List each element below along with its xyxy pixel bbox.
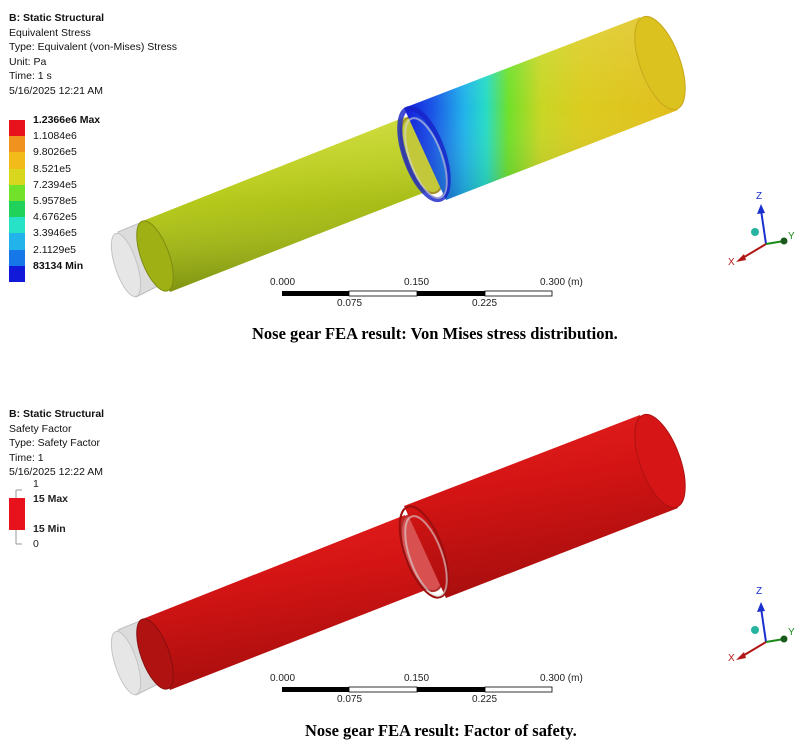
shaft-end-ghost-cap [110,630,142,696]
analysis-title: B: Static Structural [9,12,105,24]
legend-top-label: 1 [33,478,39,490]
small-shaft [140,515,436,690]
legend-label: 4.6762e5 [33,211,77,224]
safety-panel: B: Static Structural Safety Factor Type:… [0,398,805,756]
figure-caption: Nose gear FEA result: Von Mises stress d… [252,324,618,343]
scale-label-225: 0.225 [472,298,498,309]
legend-swatch [9,249,25,266]
axis-y-label: Y [788,627,795,638]
scale-label-150: 0.150 [404,277,430,288]
axis-triad [736,204,788,262]
scale-label-300: 0.300 (m) [540,277,583,288]
legend-label: 1.1084e6 [33,130,77,143]
axis-x-label: X [728,653,735,664]
scale-label-0: 0.000 [270,673,296,684]
scale-label-150: 0.150 [404,673,430,684]
small-shaft-end [136,220,174,292]
large-shaft-end [634,413,686,509]
legend-bottom-label: 0 [33,538,39,550]
axis-z-label: Z [756,586,763,597]
result-info: B: Static Structural Safety Factor Type:… [9,407,104,480]
axis-z-label: Z [756,191,763,202]
result-name: Equivalent Stress [9,26,91,39]
legend-swatch [9,168,25,185]
scale-label-075: 0.075 [337,298,363,309]
legend-label: 3.3946e5 [33,227,77,240]
scale-bar [282,290,553,297]
stress-model-view [110,15,788,298]
legend-swatch [9,200,25,218]
legend-label: 1.2366e6 Max [33,114,101,126]
result-type: Type: Equivalent (von-Mises) Stress [9,41,178,53]
result-info: B: Static Structural Equivalent Stress T… [9,11,177,98]
small-shaft-end [136,618,174,690]
axis-y-label: Y [788,231,795,242]
legend-swatch [9,265,25,282]
large-shaft-end [634,15,686,111]
result-date: 5/16/2025 12:21 AM [9,84,103,97]
result-name: Safety Factor [9,422,72,435]
legend-label: 5.9578e5 [33,194,77,207]
result-type: Type: Safety Factor [9,437,101,449]
large-shaft [404,415,678,598]
scale-label-075: 0.075 [337,694,363,705]
axis-x-label: X [728,257,735,268]
scale-label-225: 0.225 [472,694,498,705]
legend-swatch [9,152,25,169]
analysis-title: B: Static Structural [9,408,105,420]
legend-swatch [9,217,25,234]
shaft-end-ghost-cap [110,232,142,298]
legend-label: 2.1129e5 [33,243,77,256]
result-time: Time: 1 s [9,70,52,82]
safety-legend-bar [9,489,25,545]
safety-model-view [9,413,788,696]
result-date: 5/16/2025 12:22 AM [9,466,103,478]
legend-swatch [9,136,25,153]
result-unit: Unit: Pa [9,55,47,68]
figure-caption: Nose gear FEA result: Factor of safety. [305,721,577,740]
legend-min-label: 15 Min [33,523,66,535]
scale-bar [282,686,553,693]
scale-label-300: 0.300 (m) [540,673,583,684]
scale-label-0: 0.000 [270,277,296,288]
stress-panel: B: Static Structural Equivalent Stress T… [0,0,805,355]
axis-triad [736,602,788,660]
result-time: Time: 1 [9,451,44,464]
legend-max-label: 15 Max [33,493,69,505]
legend-label: 7.2394e5 [33,178,77,191]
legend-swatch [9,184,25,201]
legend-label: 8.521e5 [33,162,71,175]
legend-label: 9.8026e5 [33,146,77,159]
large-shaft-start [397,105,451,203]
legend-swatch [9,233,25,250]
legend-label: 83134 Min [33,259,84,272]
legend-swatch [9,120,25,137]
